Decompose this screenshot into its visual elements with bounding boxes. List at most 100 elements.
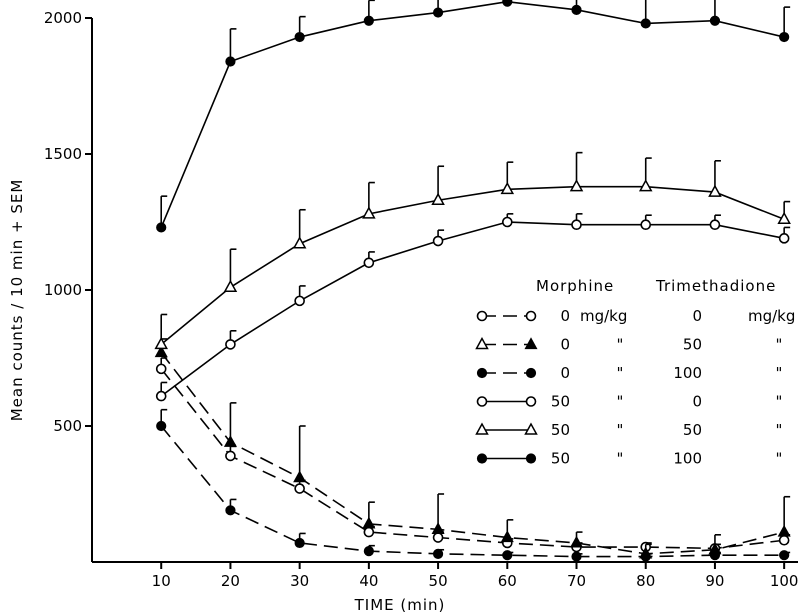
- data-point: [363, 526, 375, 538]
- y-tick-label: 1500: [44, 145, 82, 163]
- data-point: [431, 192, 445, 205]
- series-line: [160, 185, 785, 346]
- data-point: [778, 233, 790, 244]
- data-point: [709, 219, 721, 231]
- data-point: [363, 257, 375, 269]
- data-point: [502, 550, 513, 561]
- legend-trimethadione-unit: ": [776, 450, 783, 468]
- x-tick-label: 80: [636, 572, 655, 590]
- data-point: [569, 535, 584, 548]
- data-point: [432, 235, 444, 247]
- data-point: [223, 435, 237, 447]
- data-point: [225, 339, 236, 350]
- legend-trimethadione-dose: 100: [673, 364, 702, 382]
- legend-morphine-dose: 50: [551, 450, 570, 468]
- data-point: [223, 279, 238, 293]
- data-point: [294, 31, 305, 43]
- legend-marker: [525, 310, 537, 322]
- legend-trimethadione-dose: 50: [683, 421, 702, 439]
- legend-header-morphine: Morphine: [536, 277, 614, 295]
- legend-marker: [476, 396, 488, 407]
- data-point: [638, 179, 653, 192]
- y-axis-title: Mean counts / 10 min + SEM: [8, 179, 26, 422]
- data-point: [225, 56, 236, 67]
- data-point: [640, 219, 652, 231]
- y-tick-label: 1000: [44, 281, 82, 299]
- legend-entry-2: 0 " 50 ": [475, 336, 782, 354]
- data-point: [708, 184, 722, 197]
- series-5: [154, 151, 791, 350]
- data-point: [155, 390, 167, 402]
- data-point: [779, 550, 790, 561]
- data-point: [569, 179, 584, 192]
- data-point: [154, 336, 168, 350]
- data-point: [294, 537, 305, 549]
- x-tick-label: 60: [498, 572, 517, 590]
- legend-trimethadione-dose: 50: [683, 336, 702, 354]
- series-3: [156, 408, 791, 562]
- data-point: [640, 551, 651, 562]
- legend-header-trimethadione: Trimethadione: [655, 277, 776, 295]
- data-point: [294, 483, 305, 494]
- data-point: [362, 206, 376, 219]
- legend-entry-3: 0 " 100 ": [476, 364, 782, 382]
- legend-morphine-dose: 50: [551, 421, 570, 439]
- series-6: [156, 0, 791, 233]
- x-tick-label: 70: [567, 572, 586, 590]
- data-point: [156, 222, 167, 233]
- data-point: [363, 15, 374, 26]
- data-point: [154, 345, 168, 358]
- data-point: [431, 522, 445, 534]
- data-point: [293, 470, 307, 483]
- legend-marker: [476, 453, 488, 464]
- legend-marker: [475, 422, 489, 435]
- legend-marker: [476, 310, 488, 322]
- data-point: [709, 15, 721, 26]
- series-line: [160, 221, 785, 397]
- data-point: [432, 7, 444, 18]
- legend-marker: [524, 337, 538, 350]
- data-point: [225, 505, 236, 516]
- x-tick-label: 90: [705, 572, 724, 590]
- legend-entry-5: 50 " 50 ": [475, 421, 782, 439]
- legend-marker: [476, 367, 488, 379]
- legend-trimethadione-unit: ": [776, 393, 783, 411]
- x-tick-label: 50: [429, 572, 448, 590]
- legend: Morphine Trimethadione 0 mg/kg 0 mg/kg 0 " 50 " 0 "…: [475, 277, 795, 468]
- legend-morphine-dose: 0: [560, 364, 570, 382]
- x-tick-label: 40: [359, 572, 378, 590]
- series-2: [154, 338, 791, 559]
- data-point: [156, 420, 167, 432]
- x-tick-label: 10: [152, 572, 171, 590]
- legend-marker: [525, 396, 537, 407]
- data-point: [432, 532, 444, 543]
- legend-trimethadione-dose: 0: [692, 307, 702, 325]
- data-point: [362, 516, 376, 529]
- data-point: [294, 295, 305, 307]
- data-point: [500, 530, 514, 543]
- legend-trimethadione-unit: mg/kg: [748, 307, 795, 325]
- legend-morphine-dose: 50: [551, 393, 570, 411]
- data-point: [501, 216, 513, 228]
- data-point: [571, 551, 582, 562]
- series-line: [160, 368, 785, 550]
- series-4: [155, 213, 791, 402]
- series-layer: [154, 0, 791, 562]
- data-point: [292, 236, 307, 249]
- data-point: [709, 550, 721, 561]
- data-point: [571, 219, 582, 231]
- x-axis-title: TIME (min): [354, 596, 446, 614]
- data-point: [571, 4, 582, 15]
- legend-morphine-unit: ": [617, 364, 624, 382]
- legend-entry-1: 0 mg/kg 0 mg/kg: [476, 307, 795, 325]
- legend-entry-6: 50 " 100 ": [476, 450, 783, 468]
- x-tick-label: 20: [221, 572, 240, 590]
- data-point: [778, 534, 790, 546]
- series-line: [160, 0, 785, 228]
- data-point: [500, 181, 515, 195]
- legend-trimethadione-dose: 100: [673, 450, 702, 468]
- legend-marker: [475, 336, 489, 350]
- legend-morphine-dose: 0: [560, 307, 570, 325]
